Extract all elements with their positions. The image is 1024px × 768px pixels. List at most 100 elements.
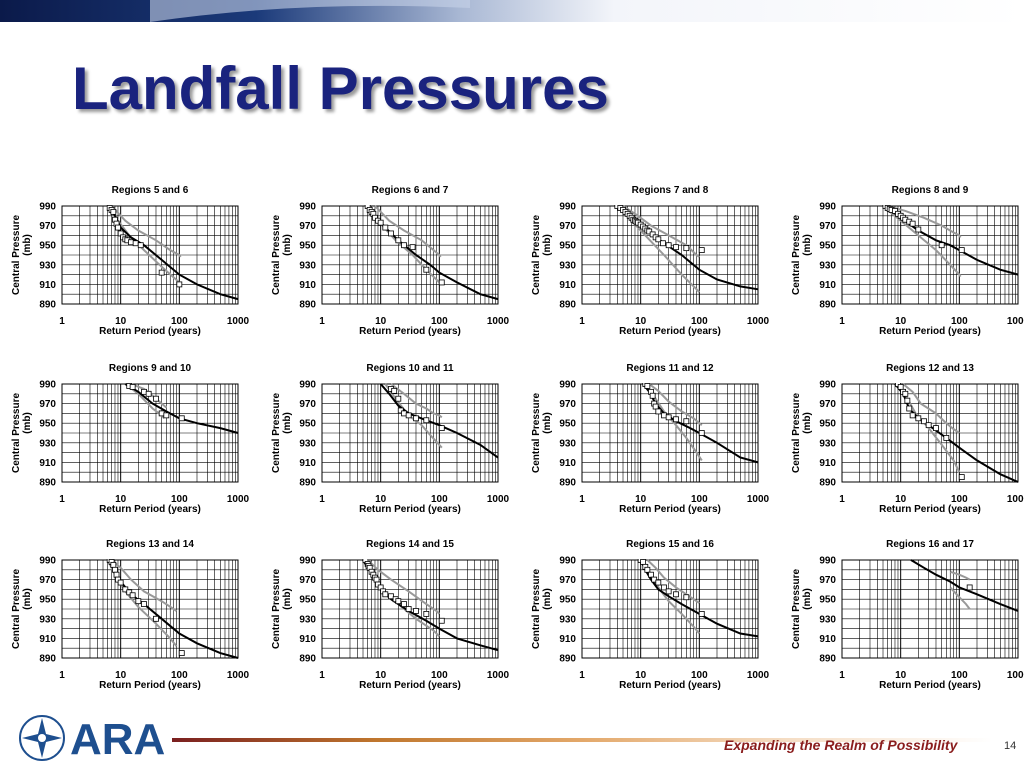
y-tick-label: 990 [819,380,836,391]
x-tick-label: 1000 [747,316,770,327]
footer-rule [172,738,992,742]
x-tick-label: 1000 [747,670,770,681]
observed-point [661,584,667,591]
chart-title: Regions 13 and 14 [106,539,194,550]
observed-point [163,412,170,419]
y-tick-label: 950 [559,241,576,252]
y-tick-label: 950 [299,595,316,606]
y-tick-label: 890 [559,300,576,311]
lower-bound-line [882,205,962,278]
observed-point [382,224,389,231]
x-tick-label: 10 [115,670,127,681]
chart-series [364,205,499,301]
y-tick-label: 910 [819,280,836,291]
x-axis-label: Return Period (years) [879,504,981,515]
observed-point [438,279,445,286]
y-tick-label: 890 [299,654,316,665]
x-tick-label: 10 [895,494,907,505]
x-tick-label: 1000 [487,316,510,327]
y-axis-label: Central Pressure [791,215,802,295]
observed-point [909,412,916,419]
x-tick-label: 100 [171,494,188,505]
upper-bound-line [646,559,700,604]
y-tick-label: 990 [299,380,316,391]
observed-point [423,266,430,273]
y-tick-label: 890 [559,654,576,665]
y-tick-label: 890 [39,300,56,311]
observed-point [373,576,380,583]
chart-title: Regions 9 and 10 [109,363,192,374]
observed-point [915,415,922,422]
x-tick-label: 1 [59,494,65,505]
x-tick-label: 1 [319,670,325,681]
y-tick-label: 910 [39,458,56,469]
y-tick-label: 950 [819,595,836,606]
observed-point [158,269,165,276]
y-axis-label-unit: (mb) [542,234,553,256]
observed-point [648,571,654,578]
y-tick-label: 930 [559,260,576,271]
y-tick-label: 950 [559,595,576,606]
observed-point [413,415,419,422]
observed-point [397,407,404,414]
upper-bound-line [390,383,443,419]
chart-title: Regions 5 and 6 [112,185,189,196]
y-tick-label: 990 [299,202,316,213]
y-tick-label: 890 [819,300,836,311]
observed-point [141,601,147,608]
observed-point [405,606,412,612]
footer: ARA Expanding the Realm of Possibility 1… [0,704,1024,768]
upper-bound-line [110,559,178,612]
x-tick-label: 1000 [1007,316,1024,327]
y-tick-label: 950 [819,241,836,252]
y-tick-label: 890 [39,478,56,489]
observed-point [122,586,129,593]
x-tick-label: 10 [375,316,387,327]
chart-series [362,559,499,652]
y-tick-label: 970 [299,221,316,232]
chart-series [106,559,239,659]
observed-point [126,589,133,596]
observed-point [405,412,412,419]
x-tick-label: 1 [839,316,845,327]
x-tick-label: 1 [839,494,845,505]
x-tick-label: 10 [635,316,647,327]
x-tick-label: 1000 [747,494,770,505]
y-tick-label: 890 [299,478,316,489]
x-axis-label: Return Period (years) [359,326,461,337]
y-tick-label: 950 [299,419,316,430]
y-tick-label: 990 [39,202,56,213]
observed-point [938,242,945,249]
observed-point [652,403,659,410]
y-axis-label: Central Pressure [791,569,802,649]
model-line [124,383,239,434]
observed-point [137,242,144,249]
y-tick-label: 910 [559,634,576,645]
observed-point [933,425,939,432]
x-tick-label: 1 [839,670,845,681]
x-tick-label: 10 [635,494,647,505]
y-tick-label: 970 [819,399,836,410]
upper-bound-line [902,383,960,434]
observed-point [649,392,656,399]
y-tick-label: 950 [39,595,56,606]
observed-point [892,208,898,214]
observed-point [110,208,117,215]
lower-bound-line [949,586,971,610]
banner-graphic [0,0,1024,22]
upper-bound-line [622,205,700,258]
chart-title: Regions 7 and 8 [632,185,709,196]
chart-series [910,559,1019,612]
observed-point [401,242,407,249]
x-tick-label: 100 [691,316,708,327]
chart-title: Regions 10 and 11 [366,363,454,374]
x-tick-label: 1000 [487,670,510,681]
observed-point [921,418,927,425]
y-tick-label: 930 [39,614,56,625]
x-axis-label: Return Period (years) [879,326,981,337]
x-axis-label: Return Period (years) [99,504,201,515]
chart-title: Regions 16 and 17 [886,539,974,550]
